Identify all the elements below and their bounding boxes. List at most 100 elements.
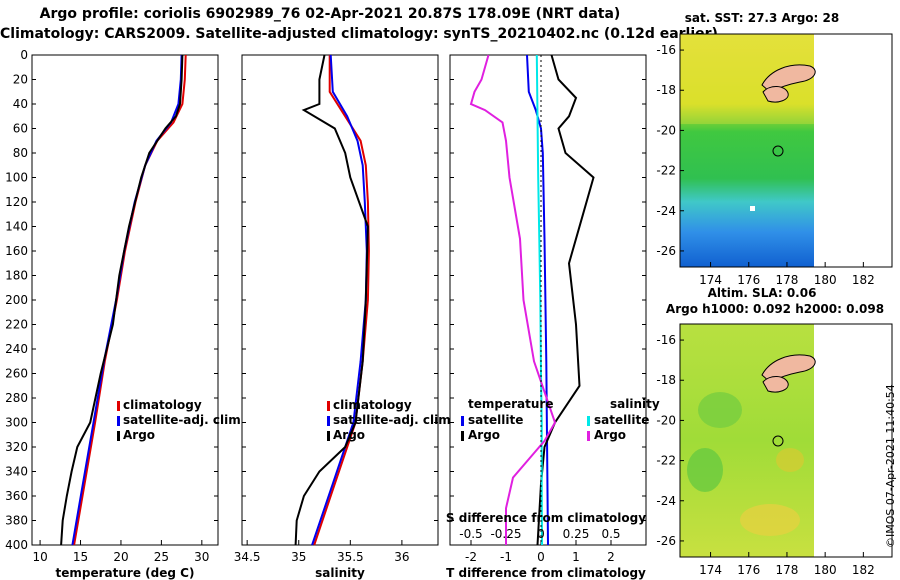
sla-frame: [679, 323, 893, 558]
depth-tick-label: 400: [5, 538, 28, 552]
sst-frame: [679, 33, 893, 268]
series-line-s-argo: [469, 54, 557, 545]
x-tick-label: 34.5: [234, 550, 261, 564]
sla-anomaly: [740, 504, 800, 536]
legend-swatch: [327, 401, 330, 411]
s-tick-label: 0: [537, 527, 545, 541]
depth-tick-label: 120: [5, 195, 28, 209]
sla-anomaly: [776, 448, 804, 472]
temperature-legend: climatology satellite-adj. clim. Argo: [117, 398, 245, 442]
x-tick-label: 15: [73, 550, 88, 564]
legend-label: Argo: [468, 428, 500, 442]
map-x-tick-label: 174: [699, 563, 722, 577]
s-difference-xlabel: S difference from climatology: [446, 511, 646, 525]
map-x-tick-label: 182: [852, 273, 875, 287]
depth-tick-label: 60: [13, 122, 28, 136]
depth-tick-label: 340: [5, 465, 28, 479]
island-vanua-levu: [762, 86, 789, 103]
legend-label: satellite: [468, 413, 523, 427]
map-x-tick-label: 174: [699, 273, 722, 287]
legend-swatch: [587, 416, 590, 426]
depth-tick-label: 360: [5, 489, 28, 503]
map-y-tick-label: -24: [656, 204, 676, 218]
island-vanua-levu: [762, 376, 789, 393]
depth-tick-label: 280: [5, 391, 28, 405]
map-y-tick-label: -22: [656, 164, 676, 178]
x-tick-label: 30: [194, 550, 209, 564]
difference-legend: temperature satellite Argo salinity sate…: [461, 397, 660, 442]
depth-tick-label: 320: [5, 440, 28, 454]
map-y-tick-label: -18: [656, 373, 676, 387]
map-y-tick-label: -20: [656, 413, 676, 427]
legend-label: climatology: [333, 398, 412, 412]
map-y-tick-label: -26: [656, 244, 676, 258]
map-x-tick-label: 178: [776, 273, 799, 287]
x-tick-label: -1: [500, 550, 512, 564]
series-line-argo: [294, 54, 369, 546]
depth-tick-label: 80: [13, 146, 28, 160]
legend-swatch: [117, 401, 120, 411]
depth-tick-label: 220: [5, 318, 28, 332]
title-line-1: Argo profile: coriolis 6902989_76 02-Apr…: [39, 6, 621, 22]
x-tick-label: 0: [537, 550, 545, 564]
sla-anomaly: [687, 448, 723, 492]
difference-panel: -2 -1 0 1 2 T difference from climatology S …: [446, 54, 660, 580]
series-line-t-satellite: [526, 54, 549, 546]
x-tick-label: 36: [394, 550, 409, 564]
map-x-tick-label: 176: [737, 273, 760, 287]
map-x-tick-label: 178: [776, 563, 799, 577]
depth-tick-label: 240: [5, 342, 28, 356]
series-line-satellite-adj-clim-: [311, 54, 368, 546]
s-difference-ticks: -0.5 -0.25 0 0.25 0.5: [459, 527, 620, 541]
legend-salinity-heading: salinity: [610, 397, 660, 411]
depth-tick-label: 180: [5, 269, 28, 283]
x-tick-label: 35.5: [337, 550, 364, 564]
x-tick-label: 1: [572, 550, 580, 564]
sst-gap: [750, 206, 755, 211]
legend-label: satellite-adj. clim.: [123, 413, 245, 427]
argo-location-marker: [772, 435, 784, 447]
legend-swatch: [587, 431, 590, 441]
salinity-legend: climatology satellite-adj. clim. Argo: [327, 398, 455, 442]
legend-label: satellite-adj. clim.: [333, 413, 455, 427]
x-tick-label: 25: [154, 550, 169, 564]
series-line-argo: [60, 54, 184, 546]
map-y-tick-label: -24: [656, 494, 676, 508]
legend-label: satellite: [594, 413, 649, 427]
map-x-tick-label: 176: [737, 563, 760, 577]
salinity-panel: 34.5 35 35.5 36 salinity climatology satell…: [234, 54, 455, 580]
sla-map-title: Altim. SLA: 0.06: [708, 286, 817, 300]
temperature-panel: 10 15 20 25 30 temperature (deg C) climatolo…: [31, 54, 245, 580]
map-y-tick-label: -26: [656, 534, 676, 548]
sla-map: Altim. SLA: 0.06 Argo h1000: 0.092 h2000…: [656, 286, 893, 577]
x-tick-label: 2: [607, 550, 615, 564]
depth-axis: 0 20 40 60 80 100 120 140 160 180 200 220 240 260 280 3…: [5, 48, 28, 552]
map-x-tick-label: 180: [814, 273, 837, 287]
legend-swatch: [461, 416, 464, 426]
legend-label: Argo: [333, 428, 365, 442]
map-x-tick-label: 180: [814, 563, 837, 577]
temperature-xlabel: temperature (deg C): [56, 566, 195, 580]
s-tick-label: -0.5: [459, 527, 482, 541]
x-tick-label: -2: [465, 550, 477, 564]
depth-tick-label: 300: [5, 416, 28, 430]
title-line-2: Climatology: CARS2009. Satellite-adjuste…: [0, 26, 718, 42]
depth-tick-label: 40: [13, 97, 28, 111]
map-y-tick-label: -22: [656, 454, 676, 468]
depth-tick-label: 160: [5, 244, 28, 258]
series-line-s-satellite: [535, 54, 543, 546]
sst-map-title: sat. SST: 27.3 Argo: 28: [685, 11, 839, 25]
s-tick-label: -0.25: [490, 527, 521, 541]
depth-tick-label: 100: [5, 171, 28, 185]
depth-tick-label: 200: [5, 293, 28, 307]
legend-swatch: [461, 431, 464, 441]
sla-anomaly: [698, 392, 742, 428]
sla-map-subtitle: Argo h1000: 0.092 h2000: 0.098: [666, 302, 884, 316]
depth-tick-label: 140: [5, 220, 28, 234]
legend-swatch: [327, 431, 330, 441]
map-x-tick-label: 182: [852, 563, 875, 577]
t-difference-xlabel: T difference from climatology: [446, 566, 646, 580]
map-y-tick-label: -20: [656, 123, 676, 137]
legend-swatch: [117, 416, 120, 426]
